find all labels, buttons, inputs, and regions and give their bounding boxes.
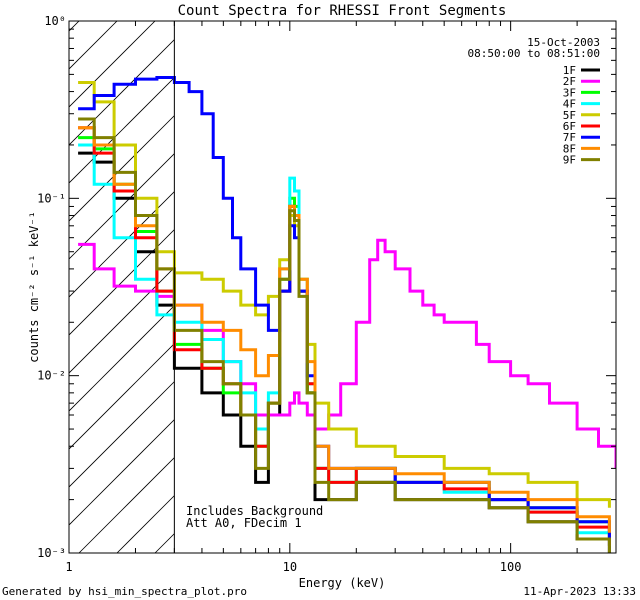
x-tick-label-1: 1 — [65, 560, 72, 574]
legend-label-7F: 7F — [563, 131, 576, 144]
footer-generated-by: Generated by hsi_min_spectra_plot.pro — [2, 585, 247, 598]
date-label: 15-Oct-2003 — [527, 36, 600, 49]
hatch-mask — [174, 21, 616, 553]
footer-timestamp: 11-Apr-2023 13:33 — [523, 585, 636, 598]
chart-title: Count Spectra for RHESSI Front Segments — [178, 3, 507, 19]
hatch-line — [69, 21, 156, 108]
axis-ticks — [68, 20, 617, 554]
legend-label-2F: 2F — [563, 75, 576, 88]
hatched-region — [69, 21, 616, 553]
x-tick-label-10: 10 — [283, 560, 297, 574]
x-tick-label-100: 100 — [500, 560, 522, 574]
series-line-9F — [78, 117, 611, 553]
y-tick-label-1e-3: 10⁻³ — [37, 546, 66, 560]
annotation-attenuator: Att A0, FDecim 1 — [186, 516, 302, 530]
legend-label-1F: 1F — [563, 64, 576, 77]
hatch-line — [69, 21, 194, 146]
x-axis-label: Energy (keV) — [299, 576, 386, 590]
annotation-background: Includes Background — [186, 504, 323, 518]
y-tick-label-1e-2: 10⁻² — [37, 369, 66, 383]
legend-label-8F: 8F — [563, 142, 576, 155]
series-line-7F — [78, 76, 611, 539]
legend-label-6F: 6F — [563, 120, 576, 133]
legend-label-5F: 5F — [563, 109, 576, 122]
legend-label-4F: 4F — [563, 98, 576, 111]
y-tick-label-1e-1: 10⁻¹ — [37, 191, 66, 205]
hatch-line — [69, 21, 232, 184]
time-range-label: 08:50:00 to 08:51:00 — [468, 47, 600, 60]
series-line-4F — [78, 143, 611, 546]
y-tick-label-1e0: 10⁰ — [44, 14, 66, 28]
plot-frame — [68, 20, 617, 554]
legend-label-3F: 3F — [563, 86, 576, 99]
series-layer — [78, 76, 616, 553]
y-axis-label: counts cm⁻² s⁻¹ keV⁻¹ — [27, 211, 41, 363]
legend-label-9F: 9F — [563, 154, 576, 167]
